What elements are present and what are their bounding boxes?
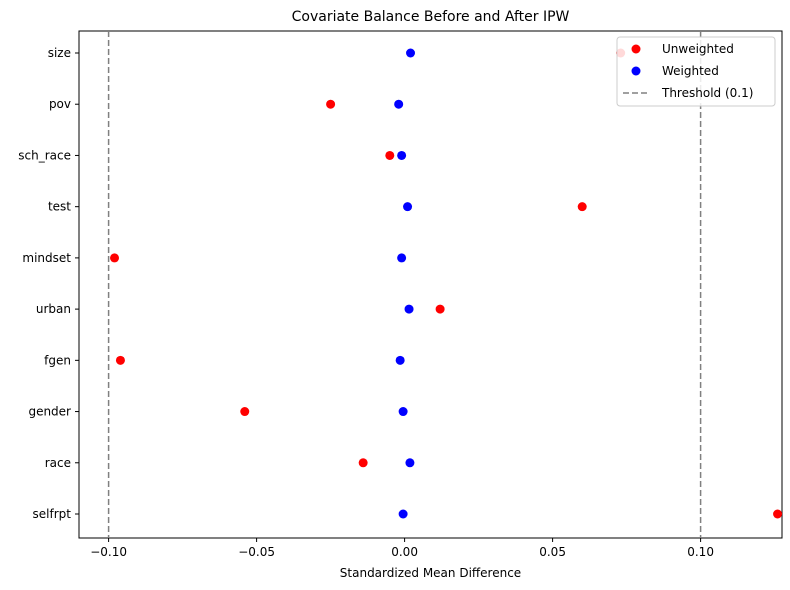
legend-label-weighted: Weighted [662, 64, 719, 78]
weighted-point-mindset [397, 253, 407, 263]
legend-marker-unweighted [631, 44, 641, 54]
legend: Unweighted Weighted Threshold (0.1) [616, 36, 776, 107]
unweighted-point-sch_race [385, 150, 395, 160]
legend-label-unweighted: Unweighted [662, 42, 734, 56]
unweighted-point-test [577, 202, 587, 212]
y-tick-label-urban: urban [36, 302, 71, 316]
axes-frame [78, 30, 783, 539]
y-tick-label-selfrpt: selfrpt [33, 507, 72, 521]
weighted-point-race [405, 458, 415, 468]
weighted-point-selfrpt [398, 509, 408, 519]
weighted-point-test [403, 202, 413, 212]
y-tick-label-test: test [48, 200, 71, 214]
unweighted-point-fgen [115, 355, 125, 365]
unweighted-point-gender [240, 407, 250, 417]
y-tick-label-fgen: fgen [44, 353, 71, 367]
unweighted-point-mindset [110, 253, 120, 263]
weighted-point-pov [394, 99, 404, 109]
unweighted-point-race [358, 458, 368, 468]
y-tick-label-gender: gender [28, 405, 71, 419]
x-tick-label: 0.05 [539, 545, 566, 559]
y-tick-label-sch_race: sch_race [18, 148, 71, 162]
unweighted-point-pov [326, 99, 336, 109]
weighted-point-size [406, 48, 416, 58]
chart-title: Covariate Balance Before and After IPW [292, 9, 570, 25]
unweighted-point-selfrpt [773, 509, 783, 519]
weighted-point-sch_race [397, 150, 407, 160]
legend-marker-weighted [631, 66, 641, 76]
y-tick-label-mindset: mindset [22, 251, 71, 265]
plot-area: −0.10 −0.05 0.00 0.05 0.10 size pov sch_racetes… [18, 30, 783, 559]
x-tick-label: −0.10 [90, 545, 127, 559]
x-axis-label: Standardized Mean Difference [340, 566, 521, 580]
weighted-point-gender [398, 407, 408, 417]
x-tick-label: 0.10 [687, 545, 714, 559]
y-tick-label-size: size [48, 46, 71, 60]
x-tick-label: 0.00 [391, 545, 418, 559]
weighted-point-urban [404, 304, 414, 314]
y-tick-label-pov: pov [49, 97, 71, 111]
weighted-point-fgen [395, 355, 405, 365]
x-tick-label: −0.05 [238, 545, 275, 559]
y-tick-label-race: race [45, 456, 71, 470]
unweighted-point-urban [435, 304, 445, 314]
legend-label-threshold-0-1: Threshold (0.1) [661, 86, 753, 100]
legend-box [616, 36, 776, 107]
